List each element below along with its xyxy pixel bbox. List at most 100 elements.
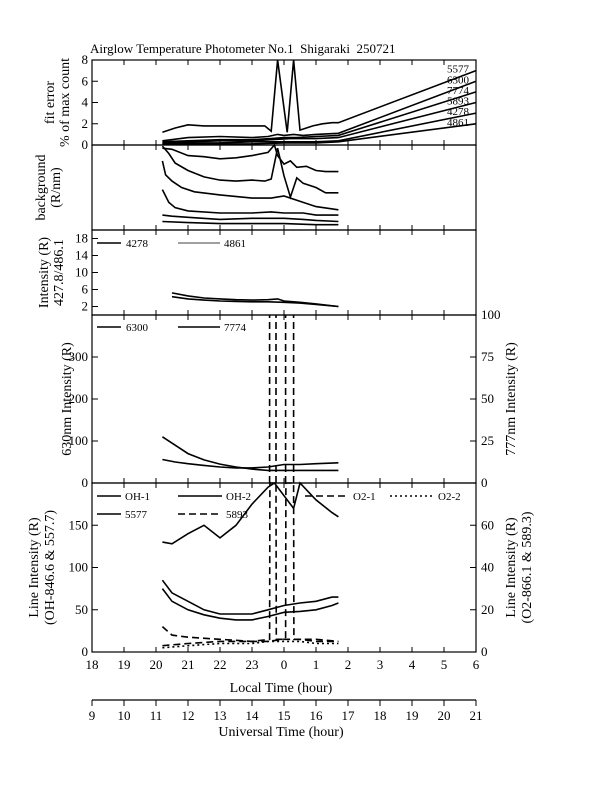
series-background-bg-f [162, 220, 339, 226]
series-fit-error-4861 [162, 123, 477, 145]
line-intensity-right-ytick-label: 60 [481, 517, 494, 532]
series-background-bg-b [161, 145, 339, 200]
local-time-tick-label: 0 [281, 657, 288, 672]
ut-tick-label: 18 [374, 708, 387, 723]
local-time-tick-label: 18 [86, 657, 99, 672]
legend-5577-label: 5577 [125, 509, 148, 521]
intensity-7774-right-ytick-label: 50 [481, 391, 494, 406]
universal-time-axis-label: Universal Time (hour) [218, 725, 344, 740]
legend-O2-2-label: O2-2 [438, 491, 461, 503]
intensity-7774-ylabel: 777nm Intensity (R) [504, 342, 519, 456]
line-intensity-right-ytick-label: 20 [481, 602, 494, 617]
line-intensity-right-ytick-label: 0 [481, 644, 488, 659]
series-background-bg-a [162, 143, 339, 173]
series-line-intensity-5893 [161, 482, 339, 643]
legend-OH-1-label: OH-1 [125, 491, 150, 503]
intensity-6300-panel-frame [91, 314, 477, 484]
fit-error-series-label: 4278 [447, 106, 470, 118]
intensity-4278-ytick-label: 18 [75, 231, 88, 246]
series-intensity-4278-4861 [171, 295, 339, 308]
intensity-4278-ylabel-line-0: Intensity (R) [37, 237, 52, 308]
series-line-intensity-OH-2 [161, 588, 339, 621]
figure-title: Airglow Temperature Photometer No.1 Shig… [90, 41, 396, 56]
legend-5893-label: 5893 [226, 509, 249, 521]
fit-error-ytick-label: 4 [82, 95, 89, 110]
series-background-bg-e [162, 214, 339, 223]
intensity-4278-ytick-label: 10 [75, 265, 88, 280]
line-intensity-right-ylabel: (O2-866.1 & 589.3) [520, 511, 535, 623]
series-fit-error-4278 [162, 112, 477, 145]
legend-O2-1-label: O2-1 [353, 491, 376, 503]
line-intensity-left-ytick-label: 0 [82, 644, 89, 659]
intensity-7774-right-ytick-label: 0 [481, 475, 488, 490]
local-time-axis-label: Local Time (hour) [230, 681, 333, 696]
legend-7774-label: 7774 [224, 322, 247, 334]
local-time-tick-label: 5 [441, 657, 448, 672]
series-background-bg-d [161, 189, 339, 216]
intensity-4278-ylabel-line-1: 427.8/486.1 [52, 239, 67, 306]
fit-error-series-label: 6300 [447, 74, 470, 86]
ut-tick-label: 11 [150, 708, 163, 723]
fit-error-ytick-label: 8 [82, 52, 89, 67]
series-fit-error-5893 [162, 101, 477, 144]
fit-error-series-label: 4861 [447, 117, 469, 129]
fit-error-ylabel-line-1: % of max count [58, 58, 73, 147]
ut-tick-label: 21 [470, 708, 483, 723]
legend-4278-label: 4278 [126, 238, 149, 250]
legend-6300-label: 6300 [126, 322, 149, 334]
series-line-intensity-OH-1 [161, 579, 339, 615]
series-intensity-6300-6300 [161, 436, 339, 472]
local-time-tick-label: 6 [473, 657, 480, 672]
intensity-6300-left-ytick-label: 300 [69, 349, 89, 364]
fit-error-series-label: 5893 [447, 96, 470, 108]
ut-tick-label: 20 [438, 708, 451, 723]
local-time-tick-label: 20 [150, 657, 163, 672]
local-time-tick-label: 2 [345, 657, 352, 672]
series-line-intensity-5577 [162, 481, 339, 545]
series-line-intensity-O2-2 [162, 640, 339, 649]
line-intensity-panel-frame [91, 482, 477, 653]
ut-tick-label: 13 [214, 708, 227, 723]
fit-error-ytick-label: 0 [82, 137, 89, 152]
intensity-4278-ytick-label: 2 [82, 299, 89, 314]
series-line-intensity-O2-1 [162, 638, 339, 647]
series-background-bg-c [161, 160, 339, 211]
intensity-6300-left-ytick-label: 100 [69, 433, 89, 448]
fit-error-series-label: 5577 [447, 64, 470, 76]
intensity-4278-ytick-label: 6 [82, 282, 89, 297]
intensity-6300-ylabel: 630nm Intensity (R) [60, 342, 75, 456]
series-fit-error-7774 [162, 91, 477, 143]
ut-tick-label: 10 [118, 708, 131, 723]
local-time-tick-label: 22 [214, 657, 227, 672]
line-intensity-right-ytick-label: 40 [481, 560, 494, 575]
local-time-tick-label: 1 [313, 657, 320, 672]
line-intensity-left-ytick-label: 50 [75, 602, 88, 617]
ut-tick-label: 16 [310, 708, 324, 723]
intensity-6300-left-ytick-label: 200 [69, 391, 89, 406]
line-intensity-left-ytick-label: 100 [69, 560, 89, 575]
fit-error-ylabel-line-0: fit error [43, 81, 58, 124]
local-time-tick-label: 23 [246, 657, 259, 672]
line-intensity-left-ytick-label: 150 [69, 517, 89, 532]
fit-error-series-label: 7774 [447, 85, 470, 97]
local-time-tick-label: 4 [409, 657, 416, 672]
series-intensity-6300-7774 [162, 458, 339, 469]
fit-error-ytick-label: 6 [82, 73, 89, 88]
ut-tick-label: 17 [342, 708, 356, 723]
fit-error-ytick-label: 2 [82, 116, 89, 131]
intensity-7774-right-ytick-label: 100 [481, 307, 501, 322]
ut-tick-label: 15 [278, 708, 291, 723]
legend-4861-label: 4861 [224, 238, 246, 250]
intensity-7774-right-ytick-label: 25 [481, 433, 494, 448]
series-fit-error-5577 [162, 59, 477, 134]
ut-tick-label: 14 [246, 708, 260, 723]
line-intensity-left-ylabel: (OH-846.6 & 557.7) [43, 510, 58, 625]
line-intensity-right-ylabel: Line Intensity (R) [504, 517, 519, 618]
intensity-4278-ytick-label: 14 [75, 248, 89, 263]
background-ylabel-line-0: background [34, 154, 49, 220]
background-ylabel-line-1: (R/nm) [49, 167, 64, 208]
local-time-tick-label: 19 [118, 657, 131, 672]
local-time-tick-label: 21 [182, 657, 195, 672]
ut-tick-label: 19 [406, 708, 419, 723]
